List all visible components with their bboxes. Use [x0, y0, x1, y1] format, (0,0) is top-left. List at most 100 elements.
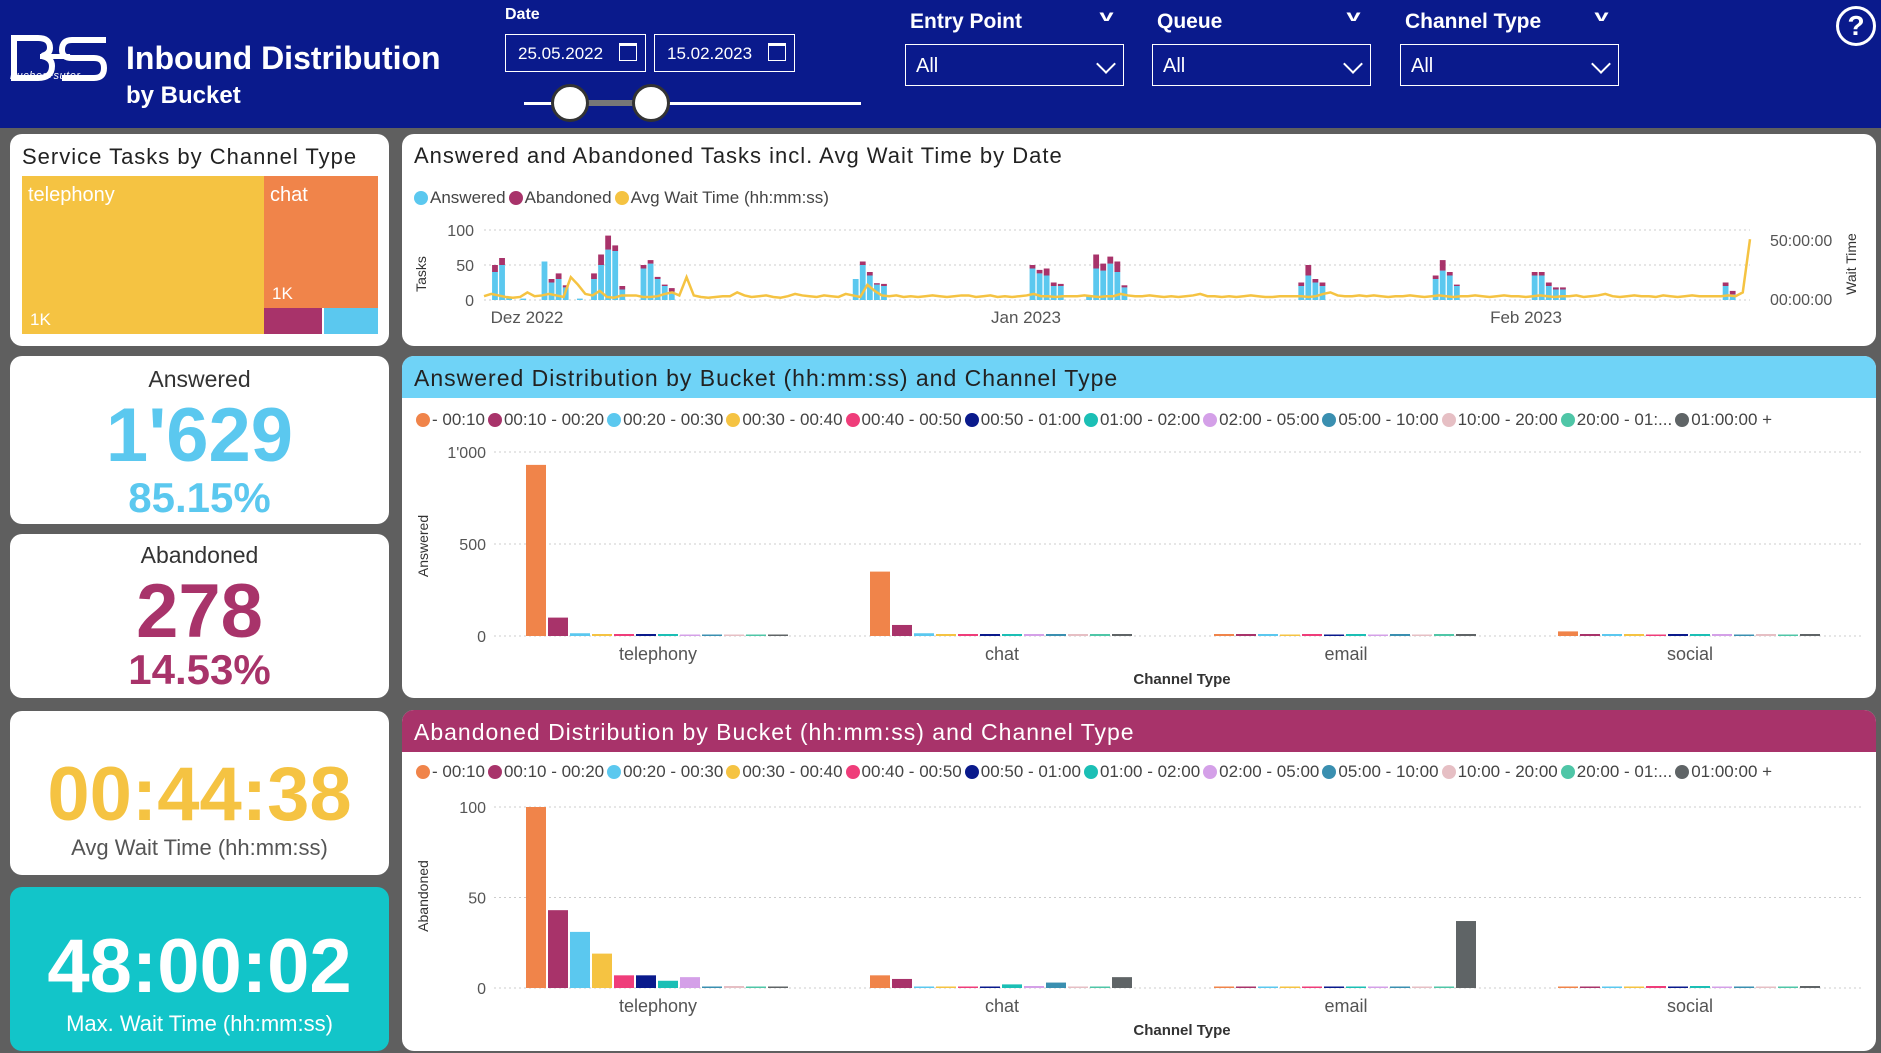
treemap-cell-other-2[interactable]: [324, 308, 378, 334]
answered-bar: [668, 291, 675, 300]
legend-dot: [416, 765, 430, 779]
calendar-icon[interactable]: [619, 43, 637, 61]
bucket-bar: [1712, 986, 1732, 988]
legend-item-bucket[interactable]: 05:00 - 10:00: [1322, 762, 1439, 782]
abandoned-bar: [548, 279, 555, 283]
bucket-bar: [1580, 634, 1600, 636]
date-slider-track[interactable]: [524, 102, 861, 105]
calendar-icon[interactable]: [768, 43, 786, 61]
answered-bar: [640, 268, 647, 300]
answered-bar: [859, 265, 866, 300]
bucket-bar: [1346, 634, 1366, 636]
abandoned-bar: [605, 235, 612, 250]
legend-item-bucket[interactable]: 10:00 - 20:00: [1441, 762, 1558, 782]
legend-item-bucket[interactable]: 20:00 - 01:...: [1560, 410, 1672, 430]
date-slider-start-handle[interactable]: [551, 84, 589, 122]
y-tick-label: 100: [447, 223, 474, 240]
date-slider-end-handle[interactable]: [632, 84, 670, 122]
legend-item-bucket[interactable]: 00:10 - 00:20: [487, 762, 604, 782]
legend-item-bucket[interactable]: 00:20 - 00:30: [607, 762, 723, 782]
queue-select[interactable]: All: [1152, 44, 1371, 86]
date-start-input[interactable]: 25.05.2022: [505, 34, 646, 72]
bucket-bar: [1214, 634, 1234, 636]
answered-bar: [612, 251, 619, 300]
bucket-bar: [658, 634, 678, 636]
legend-dot: [1560, 765, 1575, 779]
combo-chart: Tasks Wait Time 0 50 100 50:00:00 00:00:00 Dez …: [413, 223, 1859, 327]
legend-item-bucket[interactable]: 00:40 - 00:50: [845, 762, 962, 782]
bucket-bar: [702, 986, 722, 988]
chevron-down-icon[interactable]: v: [1594, 8, 1609, 25]
legend-dot: [845, 413, 860, 427]
page-subtitle: by Bucket: [126, 82, 241, 109]
legend-item-bucket[interactable]: 01:00:00 +: [1675, 410, 1772, 430]
legend-item-bucket[interactable]: 00:20 - 00:30: [607, 410, 723, 430]
x-axis-title: Channel Type: [1133, 671, 1230, 688]
channel-type-select[interactable]: All: [1400, 44, 1619, 86]
y-tick-label: 0: [465, 293, 474, 310]
legend-item-bucket[interactable]: 20:00 - 01:...: [1560, 762, 1672, 782]
legend-item-bucket[interactable]: 00:10 - 00:20: [487, 410, 604, 430]
entry-point-select[interactable]: All: [905, 44, 1124, 86]
help-icon[interactable]: ?: [1836, 6, 1876, 46]
abandoned-bar: [492, 265, 498, 272]
answered-chart-card: Answered Distribution by Bucket (hh:mm:s…: [402, 356, 1876, 698]
y2-tick-label: 50:00:00: [1770, 233, 1832, 250]
bucket-bar: [1558, 986, 1578, 988]
bucket-bar: [892, 624, 912, 636]
legend-item-bucket[interactable]: 01:00 - 02:00: [1083, 410, 1200, 430]
legend-item-bucket[interactable]: 00:30 - 00:40: [726, 762, 843, 782]
abandoned-bar: [1432, 275, 1439, 279]
legend-item-bucket[interactable]: - 00:10: [416, 410, 485, 430]
legend-dot: [607, 765, 622, 779]
x-category-label: email: [1324, 996, 1367, 1016]
bucket-bar: [1236, 634, 1256, 636]
legend-abandoned[interactable]: Abandoned: [508, 188, 612, 208]
legend-avg-wait[interactable]: Avg Wait Time (hh:mm:ss): [614, 188, 829, 208]
treemap-cell-telephony[interactable]: telephony 1K: [22, 176, 272, 334]
abandoned-bar: [562, 285, 569, 288]
legend-item-bucket[interactable]: 01:00:00 +: [1675, 762, 1772, 782]
legend-item-bucket[interactable]: 00:50 - 01:00: [964, 762, 1081, 782]
treemap-cell-other-1[interactable]: [264, 308, 322, 334]
bucket-bar: [1734, 634, 1754, 636]
legend-item-bucket[interactable]: 00:40 - 00:50: [845, 410, 962, 430]
abandoned-bar: [1722, 282, 1729, 286]
bucket-bar: [936, 634, 956, 636]
bucket-bar: [592, 953, 612, 988]
kpi-answered-pct: 85.15%: [128, 474, 271, 521]
abandoned-bar: [1043, 268, 1050, 276]
abandoned-bar: [866, 272, 873, 276]
legend-item-bucket[interactable]: - 00:10: [416, 762, 485, 782]
channel-type-label: Channel Type: [1405, 10, 1542, 33]
legend-answered[interactable]: Answered: [414, 188, 506, 208]
y-tick-label: 50: [456, 258, 474, 275]
legend-item-bucket[interactable]: 10:00 - 20:00: [1441, 410, 1558, 430]
legend-item-bucket[interactable]: 01:00 - 02:00: [1083, 762, 1200, 782]
answered-bar: [1560, 289, 1566, 300]
bucket-bar: [702, 634, 722, 636]
kpi-abandoned-pct: 14.53%: [128, 646, 271, 693]
legend-item-bucket[interactable]: 02:00 - 05:00: [1203, 410, 1319, 430]
legend-item-bucket[interactable]: 05:00 - 10:00: [1322, 410, 1439, 430]
bucket-bar: [1646, 986, 1666, 988]
chevron-down-icon[interactable]: v: [1346, 8, 1361, 25]
abandoned-bar: [1114, 261, 1121, 272]
bucket-bar: [980, 634, 1000, 636]
legend-item-bucket[interactable]: 00:50 - 01:00: [964, 410, 1081, 430]
bucket-bar: [1302, 634, 1322, 636]
legend-item-bucket[interactable]: 00:30 - 00:40: [726, 410, 843, 430]
treemap-cell-chat[interactable]: chat 1K: [264, 176, 378, 308]
chevron-down-icon[interactable]: v: [1099, 8, 1114, 25]
answered-bar: [1114, 272, 1121, 300]
answered-bar: [852, 279, 859, 300]
bucket-bar: [1756, 634, 1776, 636]
legend-dot: [964, 765, 979, 779]
date-end-input[interactable]: 15.02.2023: [654, 34, 795, 72]
legend-item-bucket[interactable]: 02:00 - 05:00: [1203, 762, 1319, 782]
page-title: Inbound Distribution: [126, 40, 441, 76]
x-category-label: email: [1324, 644, 1367, 664]
combo-legend: Answered Abandoned Avg Wait Time (hh:mm:…: [414, 188, 832, 208]
kpi-abandoned-label: Abandoned: [140, 542, 259, 568]
combo-chart-title: Answered and Abandoned Tasks incl. Avg W…: [414, 143, 1063, 168]
